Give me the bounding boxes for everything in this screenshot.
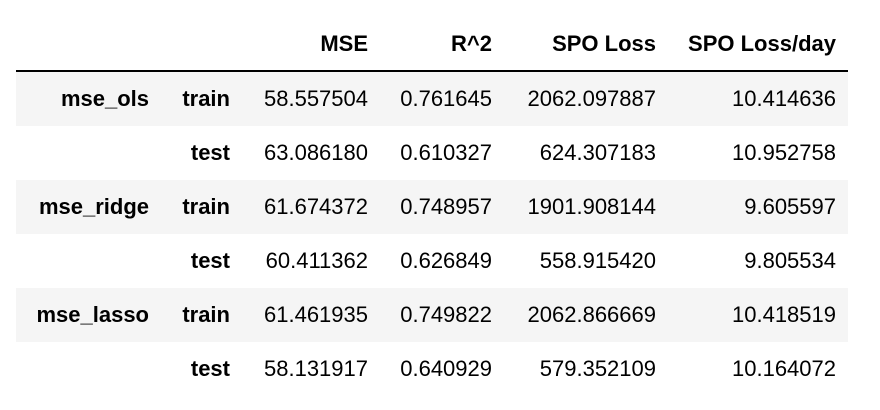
cell-spo-loss: 1901.908144	[504, 180, 668, 234]
cell-spo-loss-per-day: 10.418519	[668, 288, 848, 342]
row-split-label: train	[161, 180, 242, 234]
cell-mse: 60.411362	[265, 248, 368, 273]
cell-spo-loss-per-day: 9.605597	[668, 180, 848, 234]
cell-r2: 0.749822	[380, 288, 504, 342]
row-model-label: mse_ols	[16, 71, 161, 126]
cell-spo-loss: 558.915420	[539, 248, 656, 273]
header-blank-model	[16, 18, 161, 72]
row-model-label: mse_ridge	[16, 180, 161, 234]
cell-spo-loss-per-day: 10.164072	[732, 356, 836, 381]
header-spo-loss: SPO Loss	[504, 18, 668, 72]
table-header: MSE R^2 SPO Loss SPO Loss/day	[16, 18, 848, 72]
cell-spo-loss-per-day: 10.952758	[732, 140, 836, 165]
row-model-label	[16, 234, 161, 288]
cell-r2: 0.640929	[400, 356, 492, 381]
results-table-container: MSE R^2 SPO Loss SPO Loss/day mse_ols tr…	[16, 18, 848, 396]
cell-r2: 0.748957	[380, 180, 504, 234]
table-row: mse_ridge train 61.674372 0.748957 1901.…	[16, 180, 848, 234]
cell-spo-loss-per-day: 9.805534	[744, 248, 836, 273]
header-mse: MSE	[242, 18, 380, 72]
row-model-label	[16, 126, 161, 180]
header-spo-loss-per-day: SPO Loss/day	[668, 18, 848, 72]
cell-mse: 58.131917	[264, 356, 368, 381]
row-split-label: test	[190, 140, 230, 165]
cell-r2: 0.626849	[400, 248, 492, 273]
row-model-label: mse_lasso	[16, 288, 161, 342]
cell-spo-loss: 2062.097887	[504, 71, 668, 126]
cell-mse: 61.674372	[242, 180, 380, 234]
cell-r2: 0.610327	[400, 140, 492, 165]
header-r2: R^2	[380, 18, 504, 72]
header-row: MSE R^2 SPO Loss SPO Loss/day	[16, 18, 848, 72]
row-split-label: train	[161, 71, 242, 126]
header-blank-split	[161, 18, 242, 72]
cell-spo-loss-per-day: 10.414636	[668, 71, 848, 126]
results-table: MSE R^2 SPO Loss SPO Loss/day mse_ols tr…	[16, 18, 848, 396]
row-split-label: train	[161, 288, 242, 342]
table-row: mse_ols train 58.557504 0.761645 2062.09…	[16, 71, 848, 126]
table-row: test 60.411362 0.626849 558.915420 9.805…	[16, 234, 848, 288]
cell-mse: 58.557504	[242, 71, 380, 126]
table-row: test 63.086180 0.610327 624.307183 10.95…	[16, 126, 848, 180]
row-model-label	[16, 342, 161, 396]
cell-spo-loss: 579.352109	[539, 356, 656, 381]
cell-mse: 61.461935	[242, 288, 380, 342]
cell-r2: 0.761645	[380, 71, 504, 126]
row-split-label: test	[190, 248, 230, 273]
table-row: mse_lasso train 61.461935 0.749822 2062.…	[16, 288, 848, 342]
cell-mse: 63.086180	[264, 140, 368, 165]
cell-spo-loss: 624.307183	[539, 140, 656, 165]
table-body: mse_ols train 58.557504 0.761645 2062.09…	[16, 71, 848, 396]
cell-spo-loss: 2062.866669	[504, 288, 668, 342]
row-split-label: test	[190, 356, 230, 381]
table-row: test 58.131917 0.640929 579.352109 10.16…	[16, 342, 848, 396]
